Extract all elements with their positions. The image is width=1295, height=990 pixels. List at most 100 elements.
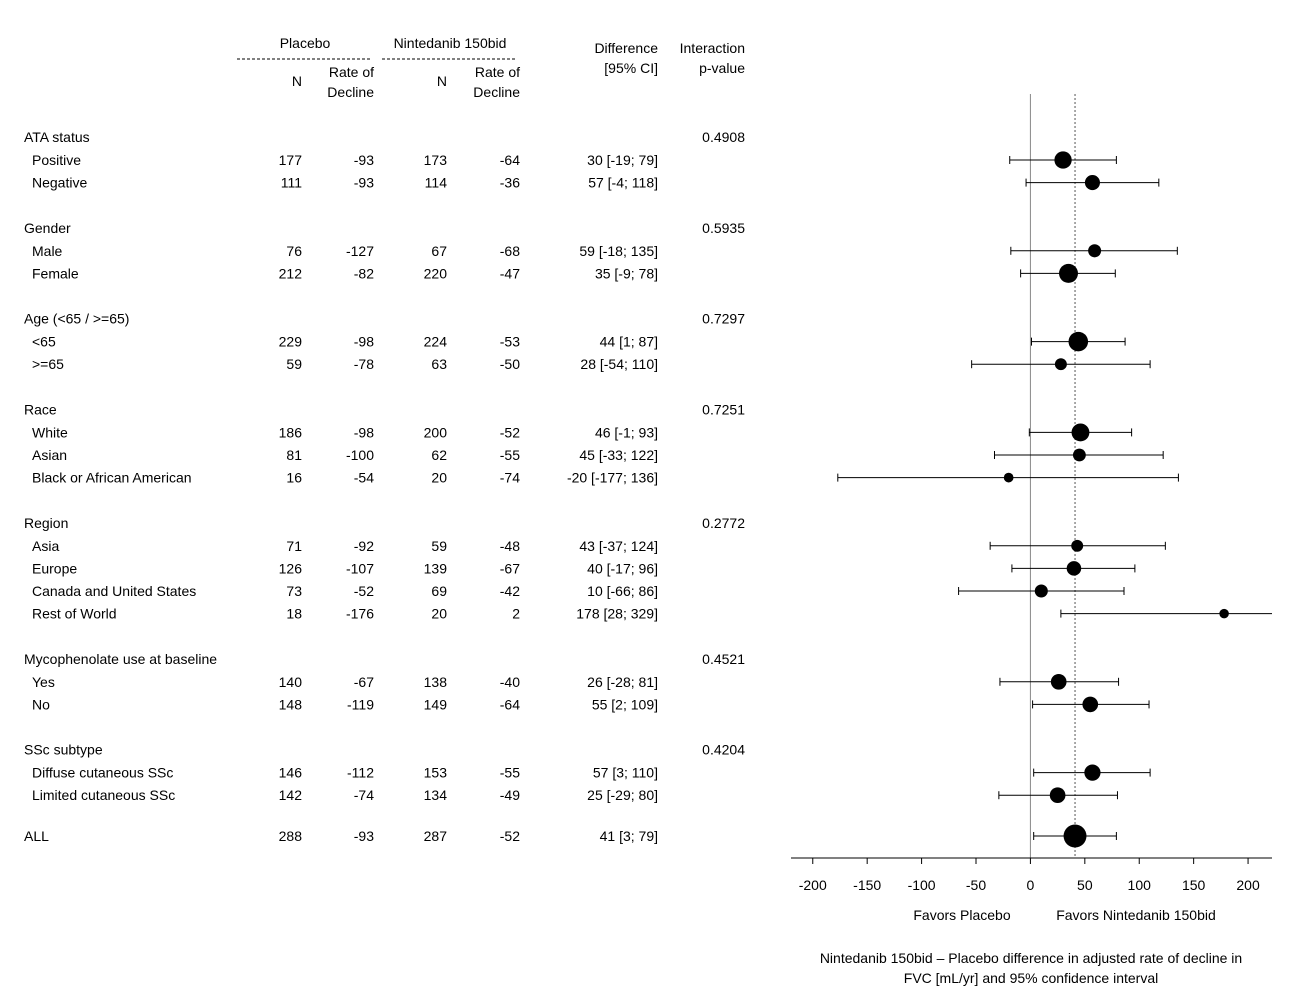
nintedanib-rate: -50 [500,356,520,372]
table-row: Black or African American 16 -54 20 -74 -20 [… [32,470,658,486]
table-row: Negative 111 -93 114 -36 57 [-4; 118] [32,175,658,191]
placebo-n: 59 [286,356,302,372]
group-label: Age (<65 / >=65) [24,311,129,327]
difference-ci: -20 [-177; 136] [567,470,658,486]
table-row: Limited cutaneous SSc 142 -74 134 -49 25 [-29… [32,787,658,803]
subgroup-estimate [1020,263,1116,283]
table-row: <65 229 -98 224 -53 44 [1; 87] [32,334,658,350]
subgroup-estimate [1033,764,1151,781]
placebo-n: 212 [279,265,303,281]
table-row: Rest of World 18 -176 20 2 178 [28; 329] [32,606,658,622]
placebo-rate: -54 [354,470,374,486]
placebo-n: 81 [286,447,302,463]
x-tick-label: 50 [1077,877,1093,893]
subgroup-label: Black or African American [32,470,192,486]
interaction-p-value: 0.4204 [702,742,745,758]
nintedanib-group-header: Nintedanib 150bid [394,35,507,51]
nintedanib-rate-header-line1: Rate of [475,64,520,80]
point-estimate [1084,175,1100,191]
subgroup-label: Negative [32,175,87,191]
point-estimate [1049,787,1066,804]
table-row: No 148 -119 149 -64 55 [2; 109] [32,696,658,712]
point-estimate [1054,151,1072,169]
nintedanib-rate: -52 [500,828,520,844]
subgroup-label: Rest of World [32,606,117,622]
nintedanib-n: 224 [424,334,448,350]
table-row: Male 76 -127 67 -68 59 [-18; 135] [32,243,658,259]
nintedanib-rate: -55 [500,447,520,463]
nintedanib-rate: -68 [500,243,520,259]
nintedanib-n: 62 [431,447,447,463]
placebo-group-header: Placebo [280,35,331,51]
nintedanib-rate: 2 [512,606,520,622]
difference-ci: 26 [-28; 81] [587,674,658,690]
point-estimate [1059,263,1078,283]
subgroup-label: Asian [32,447,67,463]
nintedanib-n: 153 [424,765,448,781]
placebo-n: 142 [279,787,303,803]
placebo-n: 186 [279,424,303,440]
difference-ci: 57 [3; 110] [593,765,658,781]
placebo-rate: -67 [354,674,374,690]
nintedanib-rate: -48 [500,538,520,554]
group-header-row: Gender 0.5935 [24,220,745,236]
point-estimate [1050,673,1067,690]
table-row: Canada and United States 73 -52 69 -42 10 [-6… [32,583,658,599]
table-row: White 186 -98 200 -52 46 [-1; 93] [32,424,658,440]
interaction-p-value: 0.2772 [702,515,745,531]
placebo-n: 71 [286,538,302,554]
x-axis: -200 -150 -100 -50 0 50 100 150 200 [791,857,1272,893]
point-estimate [1071,539,1084,552]
placebo-rate: -176 [346,606,374,622]
group-header-row: SSc subtype 0.4204 [24,742,745,758]
nintedanib-n: 67 [431,243,447,259]
subgroup-label: Asia [32,538,59,554]
subgroup-label: >=65 [32,356,64,372]
nintedanib-n: 69 [431,583,447,599]
interaction-p-value: 0.4908 [702,129,745,145]
interaction-p-value: 0.7251 [702,401,745,417]
placebo-n: 126 [279,560,303,576]
subgroup-estimate [1032,696,1150,713]
nintedanib-n: 20 [431,470,447,486]
difference-ci: 46 [-1; 93] [595,424,658,440]
nintedanib-rate: -49 [500,787,520,803]
placebo-n: 229 [279,334,303,350]
table-row: Asian 81 -100 62 -55 45 [-33; 122] [32,447,658,463]
table-row: Positive 177 -93 173 -64 30 [-19; 79] [32,152,658,168]
placebo-rate: -119 [347,696,374,712]
placebo-n: 16 [286,470,302,486]
placebo-rate: -93 [354,152,374,168]
group-label: Race [24,401,57,417]
point-estimate [1082,696,1099,713]
difference-ci: 44 [1; 87] [600,334,658,350]
x-tick-label: -100 [908,877,936,893]
nintedanib-rate: -36 [500,175,520,191]
placebo-rate: -52 [354,583,374,599]
overall-row: ALL 288 -93 287 -52 41 [3; 79] [24,828,658,844]
overall-label: ALL [24,828,49,844]
placebo-n: 140 [279,674,303,690]
subgroup-estimate [1031,331,1126,352]
subgroup-estimate [1025,175,1160,191]
placebo-rate: -93 [354,828,374,844]
table-row: Female 212 -82 220 -47 35 [-9; 78] [32,265,658,281]
nintedanib-rate: -74 [500,470,520,486]
placebo-rate: -93 [354,175,374,191]
nintedanib-rate-header-line2: Decline [473,84,520,100]
difference-ci: 178 [28; 329] [576,606,658,622]
nintedanib-n: 287 [424,828,448,844]
difference-ci: 40 [-17; 96] [587,560,658,576]
difference-ci: 30 [-19; 79] [587,152,658,168]
subgroup-estimate [998,787,1118,804]
nintedanib-rate: -47 [500,265,520,281]
placebo-rate: -98 [354,334,374,350]
difference-ci: 10 [-66; 86] [587,583,658,599]
table-row: >=65 59 -78 63 -50 28 [-54; 110] [32,356,658,372]
group-label: Region [24,515,68,531]
table-row: Europe 126 -107 139 -67 40 [-17; 96] [32,560,658,576]
subgroup-estimate [989,539,1166,552]
difference-ci: 55 [2; 109] [592,696,658,712]
x-tick-label: 100 [1128,877,1152,893]
